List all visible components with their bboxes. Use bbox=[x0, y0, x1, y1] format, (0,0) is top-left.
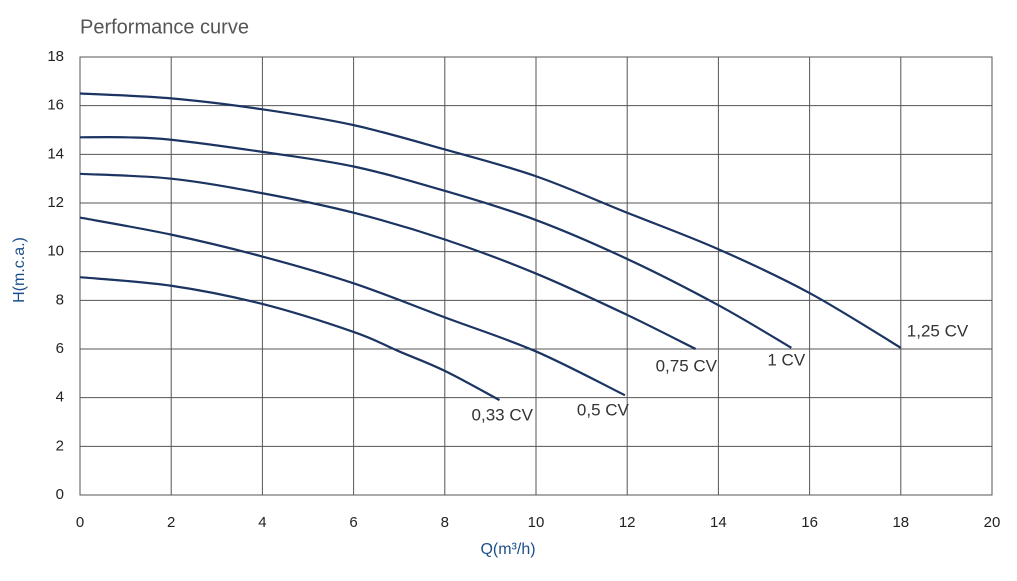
curve-label: 1 CV bbox=[767, 350, 805, 369]
curve-label: 1,25 CV bbox=[907, 321, 969, 340]
x-axis-label: Q(m³/h) bbox=[480, 541, 535, 558]
x-tick-label: 6 bbox=[349, 514, 357, 531]
curve bbox=[79, 216, 626, 397]
y-tick-label: 14 bbox=[47, 145, 64, 162]
x-tick-label: 2 bbox=[167, 514, 175, 531]
y-tick-label: 10 bbox=[47, 243, 64, 260]
x-tick-label: 8 bbox=[441, 514, 449, 531]
curve bbox=[79, 136, 792, 349]
curve-label: 0,75 CV bbox=[656, 356, 718, 375]
y-tick-label: 4 bbox=[56, 389, 64, 406]
curve-label: 0,33 CV bbox=[472, 406, 534, 425]
y-tick-label: 18 bbox=[47, 48, 64, 65]
y-tick-label: 0 bbox=[56, 486, 64, 503]
x-tick-label: 14 bbox=[710, 514, 727, 531]
x-tick-label: 12 bbox=[619, 514, 636, 531]
curve bbox=[79, 276, 501, 402]
curve bbox=[79, 92, 902, 349]
curve-label: 0,5 CV bbox=[577, 401, 630, 420]
y-tick-label: 6 bbox=[56, 340, 64, 357]
y-tick-label: 12 bbox=[47, 194, 64, 211]
x-tick-label: 0 bbox=[76, 514, 84, 531]
y-tick-label: 16 bbox=[47, 97, 64, 114]
x-tick-label: 10 bbox=[528, 514, 545, 531]
chart-title: Performance curve bbox=[80, 16, 249, 38]
y-tick-label: 2 bbox=[56, 437, 64, 454]
y-tick-label: 8 bbox=[56, 291, 64, 308]
x-tick-label: 16 bbox=[801, 514, 818, 531]
curve bbox=[79, 172, 697, 350]
y-axis-label: H(m.c.a.) bbox=[11, 237, 28, 303]
x-tick-label: 20 bbox=[984, 514, 1001, 531]
x-tick-label: 4 bbox=[258, 514, 266, 531]
x-tick-label: 18 bbox=[892, 514, 909, 531]
